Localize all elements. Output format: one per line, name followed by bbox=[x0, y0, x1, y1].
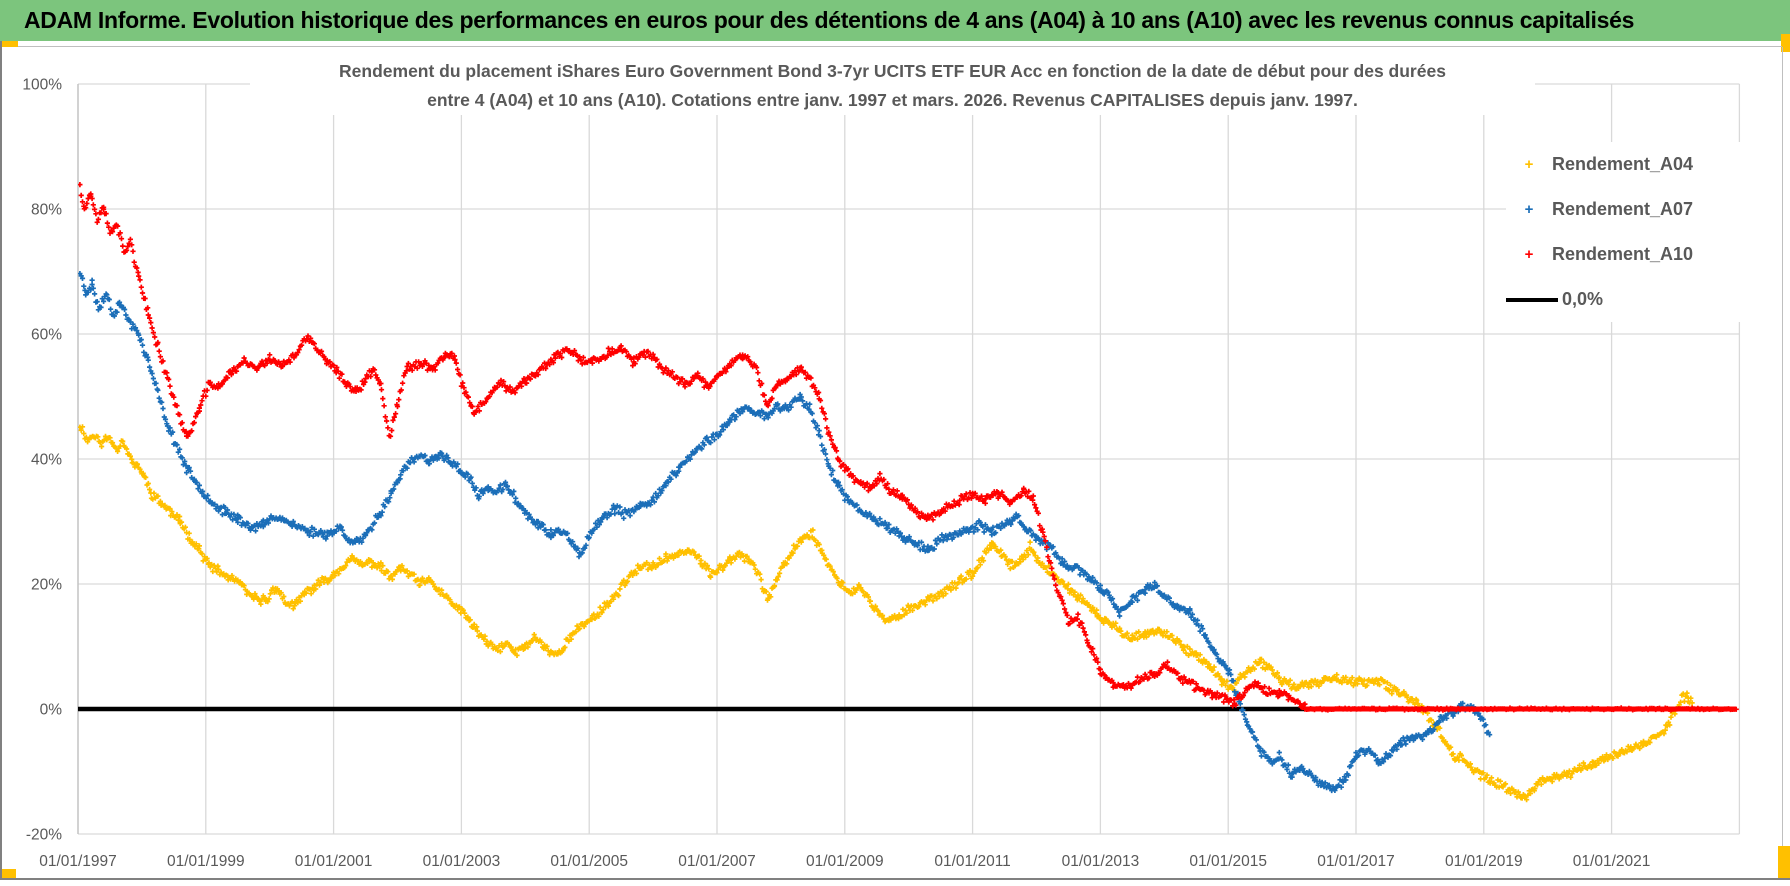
x-tick-label: 01/01/2007 bbox=[678, 853, 756, 870]
legend-item-label: Rendement_A10 bbox=[1552, 244, 1694, 264]
x-tick-label: 01/01/2009 bbox=[806, 853, 884, 870]
legend-item-rendement-a10: + Rendement_A10 bbox=[1506, 232, 1776, 277]
x-tick-label: 01/01/2015 bbox=[1189, 853, 1267, 870]
y-tick-label: 80% bbox=[31, 202, 62, 219]
accent-bottom-left bbox=[0, 869, 16, 879]
x-tick-label: 01/01/1999 bbox=[167, 853, 245, 870]
y-tick-label: -20% bbox=[26, 827, 62, 844]
x-tick-label: 01/01/2013 bbox=[1062, 853, 1140, 870]
accent-bottom-right bbox=[1778, 846, 1790, 879]
window-left-edge bbox=[0, 41, 2, 879]
accent-top-right bbox=[1781, 34, 1790, 52]
series-rendement_a07 bbox=[78, 271, 1493, 794]
chart-title-line1: Rendement du placement iShares Euro Gove… bbox=[339, 61, 1446, 81]
chart-title-line2: entre 4 (A04) et 10 ans (A10). Cotations… bbox=[427, 90, 1358, 110]
chart-frame-right bbox=[1782, 47, 1783, 846]
y-tick-label: 0% bbox=[40, 702, 63, 719]
legend-item-rendement-a04: + Rendement_A04 bbox=[1506, 142, 1776, 187]
x-tick-label: 01/01/2011 bbox=[934, 853, 1010, 870]
chart-legend: + Rendement_A04 + Rendement_A07 + Rendement_A… bbox=[1506, 142, 1776, 322]
y-tick-label: 100% bbox=[22, 77, 62, 94]
chart-frame-top bbox=[18, 46, 1782, 47]
window-bottom-edge bbox=[0, 878, 1790, 880]
page-title: ADAM Informe. Evolution historique des p… bbox=[24, 7, 1635, 33]
x-tick-label: 01/01/2001 bbox=[295, 853, 373, 870]
accent-top-left bbox=[0, 41, 18, 47]
x-tick-label: 01/01/2021 bbox=[1573, 853, 1651, 870]
series-rendement_a04 bbox=[78, 424, 1695, 803]
y-tick-label: 20% bbox=[31, 577, 62, 594]
x-tick-label: 01/01/2019 bbox=[1445, 853, 1523, 870]
y-tick-label: 40% bbox=[31, 452, 62, 469]
chart-title: Rendement du placement iShares Euro Gove… bbox=[250, 57, 1535, 115]
header-bar: ADAM Informe. Evolution historique des p… bbox=[0, 0, 1790, 41]
x-tick-label: 01/01/2003 bbox=[423, 853, 501, 870]
series-rendement_a10 bbox=[78, 182, 1308, 711]
x-tick-label: 01/01/2005 bbox=[550, 853, 628, 870]
series-rendement_a10-flat-markers bbox=[1302, 705, 1739, 713]
legend-plus-marker-icon: + bbox=[1524, 156, 1534, 173]
legend-item-rendement-a07: + Rendement_A07 bbox=[1506, 187, 1776, 232]
x-tick-label: 01/01/2017 bbox=[1317, 853, 1395, 870]
legend-plus-marker-icon: + bbox=[1524, 201, 1534, 218]
legend-item-label: 0,0% bbox=[1562, 289, 1604, 309]
y-tick-label: 60% bbox=[31, 327, 62, 344]
legend-item-0-0-: 0,0% bbox=[1506, 277, 1776, 322]
x-tick-label: 01/01/1997 bbox=[39, 853, 117, 870]
legend-plus-marker-icon: + bbox=[1524, 246, 1534, 263]
legend-item-label: Rendement_A07 bbox=[1552, 199, 1694, 219]
legend-zero-line-icon bbox=[1506, 297, 1558, 302]
legend-item-label: Rendement_A04 bbox=[1552, 154, 1694, 174]
